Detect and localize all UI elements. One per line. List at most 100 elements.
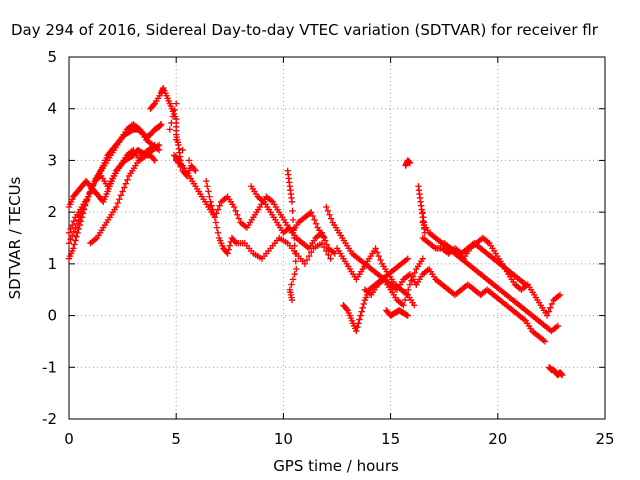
data-point — [173, 100, 180, 107]
data-point — [545, 308, 552, 315]
data-point — [72, 224, 79, 231]
data-point — [543, 312, 551, 319]
data-point — [185, 157, 193, 164]
data-point — [289, 216, 297, 224]
data-point — [214, 206, 222, 213]
data-point — [112, 203, 120, 211]
data-point — [405, 286, 412, 293]
data-point — [408, 277, 415, 284]
data-point — [173, 136, 180, 143]
data-point — [73, 220, 81, 227]
data-point — [169, 113, 177, 120]
data-point — [320, 233, 327, 240]
x-tick-label: 25 — [595, 430, 614, 448]
y-tick-label: 3 — [47, 151, 57, 169]
data-point — [192, 167, 199, 174]
data-point — [70, 228, 78, 235]
data-point — [231, 238, 239, 246]
data-point — [311, 216, 318, 224]
x-tick-label: 15 — [381, 430, 400, 448]
data-point — [404, 255, 411, 262]
data-point — [209, 206, 216, 213]
data-point — [356, 316, 363, 323]
data-point — [292, 258, 299, 265]
series-trace-g — [203, 177, 334, 268]
y-axis-label: SDTVAR / TECUs — [6, 176, 24, 299]
data-point — [288, 281, 295, 288]
data-point — [151, 157, 158, 164]
data-point — [547, 304, 554, 312]
data-point — [419, 208, 426, 216]
tick-layer: 0 5 10 15 20 25 -2 -1 0 1 2 3 4 5 — [42, 48, 615, 448]
data-point — [235, 215, 243, 222]
data-point — [323, 203, 330, 211]
data-point — [77, 212, 84, 220]
data-point — [293, 265, 300, 273]
data-point — [419, 255, 426, 262]
data-point — [234, 211, 241, 218]
data-point — [327, 215, 335, 222]
data-point — [70, 217, 78, 225]
data-point — [355, 320, 362, 327]
y-tick-label: 0 — [47, 307, 57, 325]
data-point — [400, 302, 407, 309]
data-point — [411, 269, 418, 277]
data-point — [72, 237, 79, 244]
data-point — [122, 180, 130, 187]
series-trace-h — [248, 183, 339, 257]
series-trace-l — [361, 255, 426, 309]
series-trace-m — [383, 307, 411, 319]
data-point — [558, 371, 566, 379]
series-trace-q — [441, 234, 564, 319]
data-point — [374, 249, 381, 256]
data-point — [116, 196, 123, 203]
series-cluster-5h — [147, 84, 199, 180]
data-point — [318, 239, 326, 247]
data-point — [288, 198, 296, 205]
data-point — [168, 119, 175, 127]
data-point — [288, 296, 296, 304]
data-point — [289, 207, 296, 215]
data-point — [214, 229, 222, 237]
data-point — [331, 250, 339, 257]
data-point — [291, 242, 298, 249]
data-point — [290, 234, 298, 242]
data-point — [406, 281, 414, 288]
data-point — [401, 296, 409, 304]
data-point — [357, 312, 364, 319]
data-point — [318, 229, 326, 237]
data-point — [359, 304, 366, 312]
data-point — [73, 233, 80, 240]
series-trace-k — [340, 255, 411, 335]
data-point — [67, 225, 74, 233]
data-point — [69, 232, 76, 239]
data-point — [377, 256, 384, 264]
data-point — [325, 251, 332, 259]
data-point — [150, 101, 157, 109]
data-point — [406, 159, 414, 167]
data-point — [343, 305, 350, 313]
data-point — [308, 249, 315, 256]
data-points-layer — [65, 84, 566, 379]
data-point — [404, 312, 411, 319]
grid-layer — [69, 57, 605, 419]
data-point — [207, 198, 214, 205]
data-point — [191, 166, 198, 173]
data-point — [203, 177, 210, 185]
data-point — [206, 193, 213, 200]
data-point — [213, 224, 221, 231]
x-tick-label: 20 — [488, 430, 507, 448]
data-point — [119, 188, 126, 195]
data-point — [372, 245, 379, 252]
data-point — [166, 126, 173, 133]
data-point — [121, 184, 128, 191]
y-tick-label: 5 — [47, 48, 57, 66]
y-tick-label: -2 — [42, 410, 57, 428]
data-point — [230, 203, 238, 211]
data-point — [554, 322, 562, 330]
data-point — [117, 192, 125, 199]
data-point — [204, 183, 211, 190]
data-point — [309, 212, 317, 220]
data-point — [548, 300, 556, 308]
